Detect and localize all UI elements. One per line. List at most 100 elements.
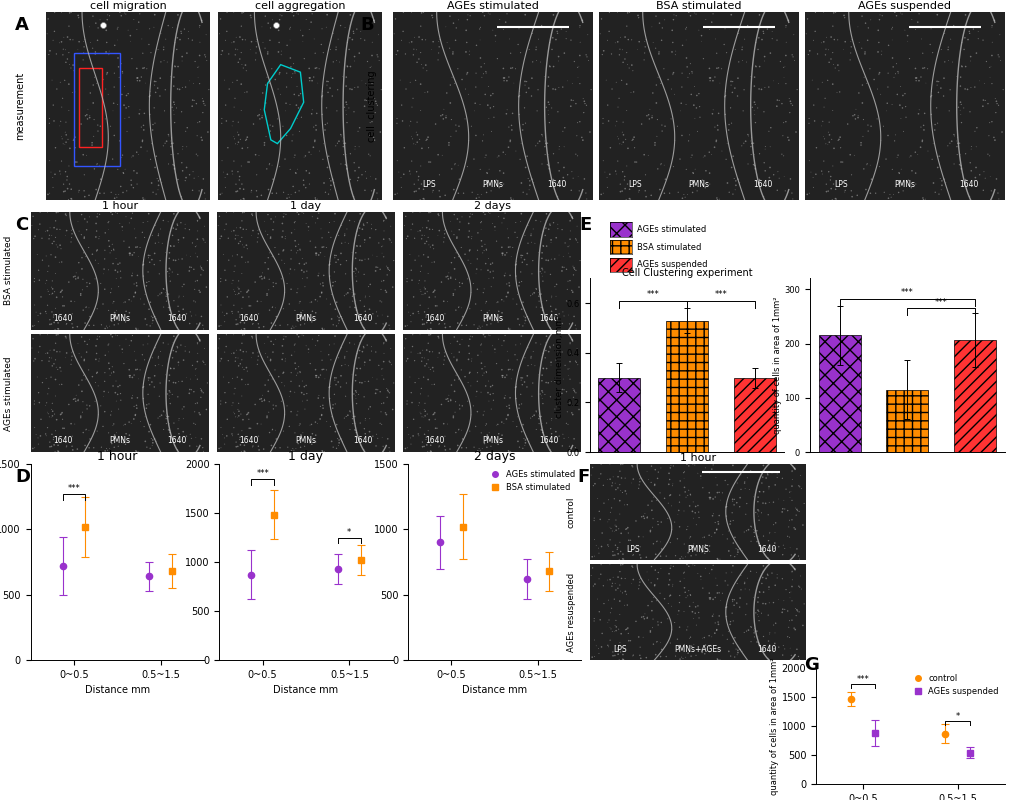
Point	[595, 597, 611, 610]
Point	[781, 486, 797, 498]
Point	[127, 241, 144, 254]
Point	[223, 427, 239, 440]
Point	[697, 164, 713, 177]
Point	[638, 110, 654, 122]
Point	[166, 417, 182, 430]
Point	[285, 58, 302, 70]
Point	[656, 120, 673, 133]
Point	[313, 222, 329, 235]
Point	[276, 409, 292, 422]
Point	[689, 567, 705, 580]
Point	[324, 90, 340, 102]
Point	[462, 330, 478, 342]
Point	[430, 318, 446, 331]
Point	[307, 416, 323, 429]
Point	[412, 346, 428, 359]
Point	[995, 83, 1011, 96]
Point	[366, 92, 382, 105]
Point	[131, 241, 148, 254]
Point	[48, 238, 64, 251]
Point	[313, 408, 329, 421]
Point	[32, 274, 48, 286]
Point	[466, 318, 482, 331]
Point	[574, 14, 590, 26]
Point	[687, 506, 703, 519]
Point	[600, 494, 616, 506]
Point	[124, 329, 141, 342]
Point	[663, 523, 680, 536]
Point	[783, 186, 799, 199]
Point	[643, 560, 659, 573]
Point	[614, 548, 631, 561]
Point	[66, 295, 83, 308]
Point	[67, 395, 84, 408]
Point	[668, 633, 685, 646]
Point	[496, 371, 513, 384]
Point	[91, 230, 107, 243]
Point	[777, 482, 794, 495]
Point	[646, 564, 662, 577]
Point	[641, 103, 657, 116]
Point	[957, 182, 973, 195]
Point	[316, 177, 332, 190]
Point	[519, 247, 535, 260]
Point	[101, 45, 117, 58]
Point	[646, 463, 662, 476]
Point	[410, 277, 426, 290]
Point	[115, 434, 131, 446]
Point	[757, 497, 773, 510]
Point	[773, 606, 790, 618]
Point	[645, 591, 661, 604]
Point	[347, 424, 364, 437]
Point	[245, 209, 261, 222]
Point	[355, 218, 371, 230]
Point	[588, 539, 604, 552]
Point	[806, 25, 822, 38]
Point	[342, 147, 359, 160]
Point	[239, 408, 256, 421]
Point	[558, 283, 575, 296]
Point	[601, 521, 618, 534]
Point	[445, 208, 462, 221]
Point	[136, 123, 152, 136]
Point	[671, 489, 687, 502]
Point	[706, 526, 722, 539]
Point	[683, 151, 699, 164]
Point	[681, 532, 697, 545]
Point	[235, 6, 252, 18]
Point	[540, 70, 556, 83]
Point	[473, 263, 489, 276]
Text: LPS: LPS	[834, 180, 847, 189]
Point	[685, 167, 701, 180]
Point	[301, 146, 317, 158]
Point	[155, 301, 171, 314]
Point	[609, 154, 626, 167]
Point	[564, 408, 580, 421]
Point	[633, 510, 649, 523]
Point	[481, 163, 497, 176]
Point	[980, 116, 997, 129]
Point	[135, 381, 151, 394]
Point	[683, 88, 699, 101]
Point	[418, 431, 434, 444]
Point	[46, 235, 62, 248]
Point	[495, 178, 512, 190]
Point	[409, 136, 425, 149]
Point	[109, 191, 125, 204]
Point	[870, 36, 887, 49]
Point	[158, 417, 174, 430]
Point	[381, 386, 397, 399]
Point	[47, 286, 63, 298]
Point	[500, 121, 517, 134]
Point	[160, 338, 176, 350]
Point	[599, 639, 615, 652]
Point	[484, 387, 500, 400]
Point	[286, 263, 303, 276]
Point	[717, 610, 734, 623]
Point	[499, 286, 516, 298]
Point	[337, 158, 354, 171]
Point	[373, 283, 389, 296]
Point	[57, 351, 73, 364]
Point	[480, 6, 496, 19]
Point	[282, 163, 299, 176]
